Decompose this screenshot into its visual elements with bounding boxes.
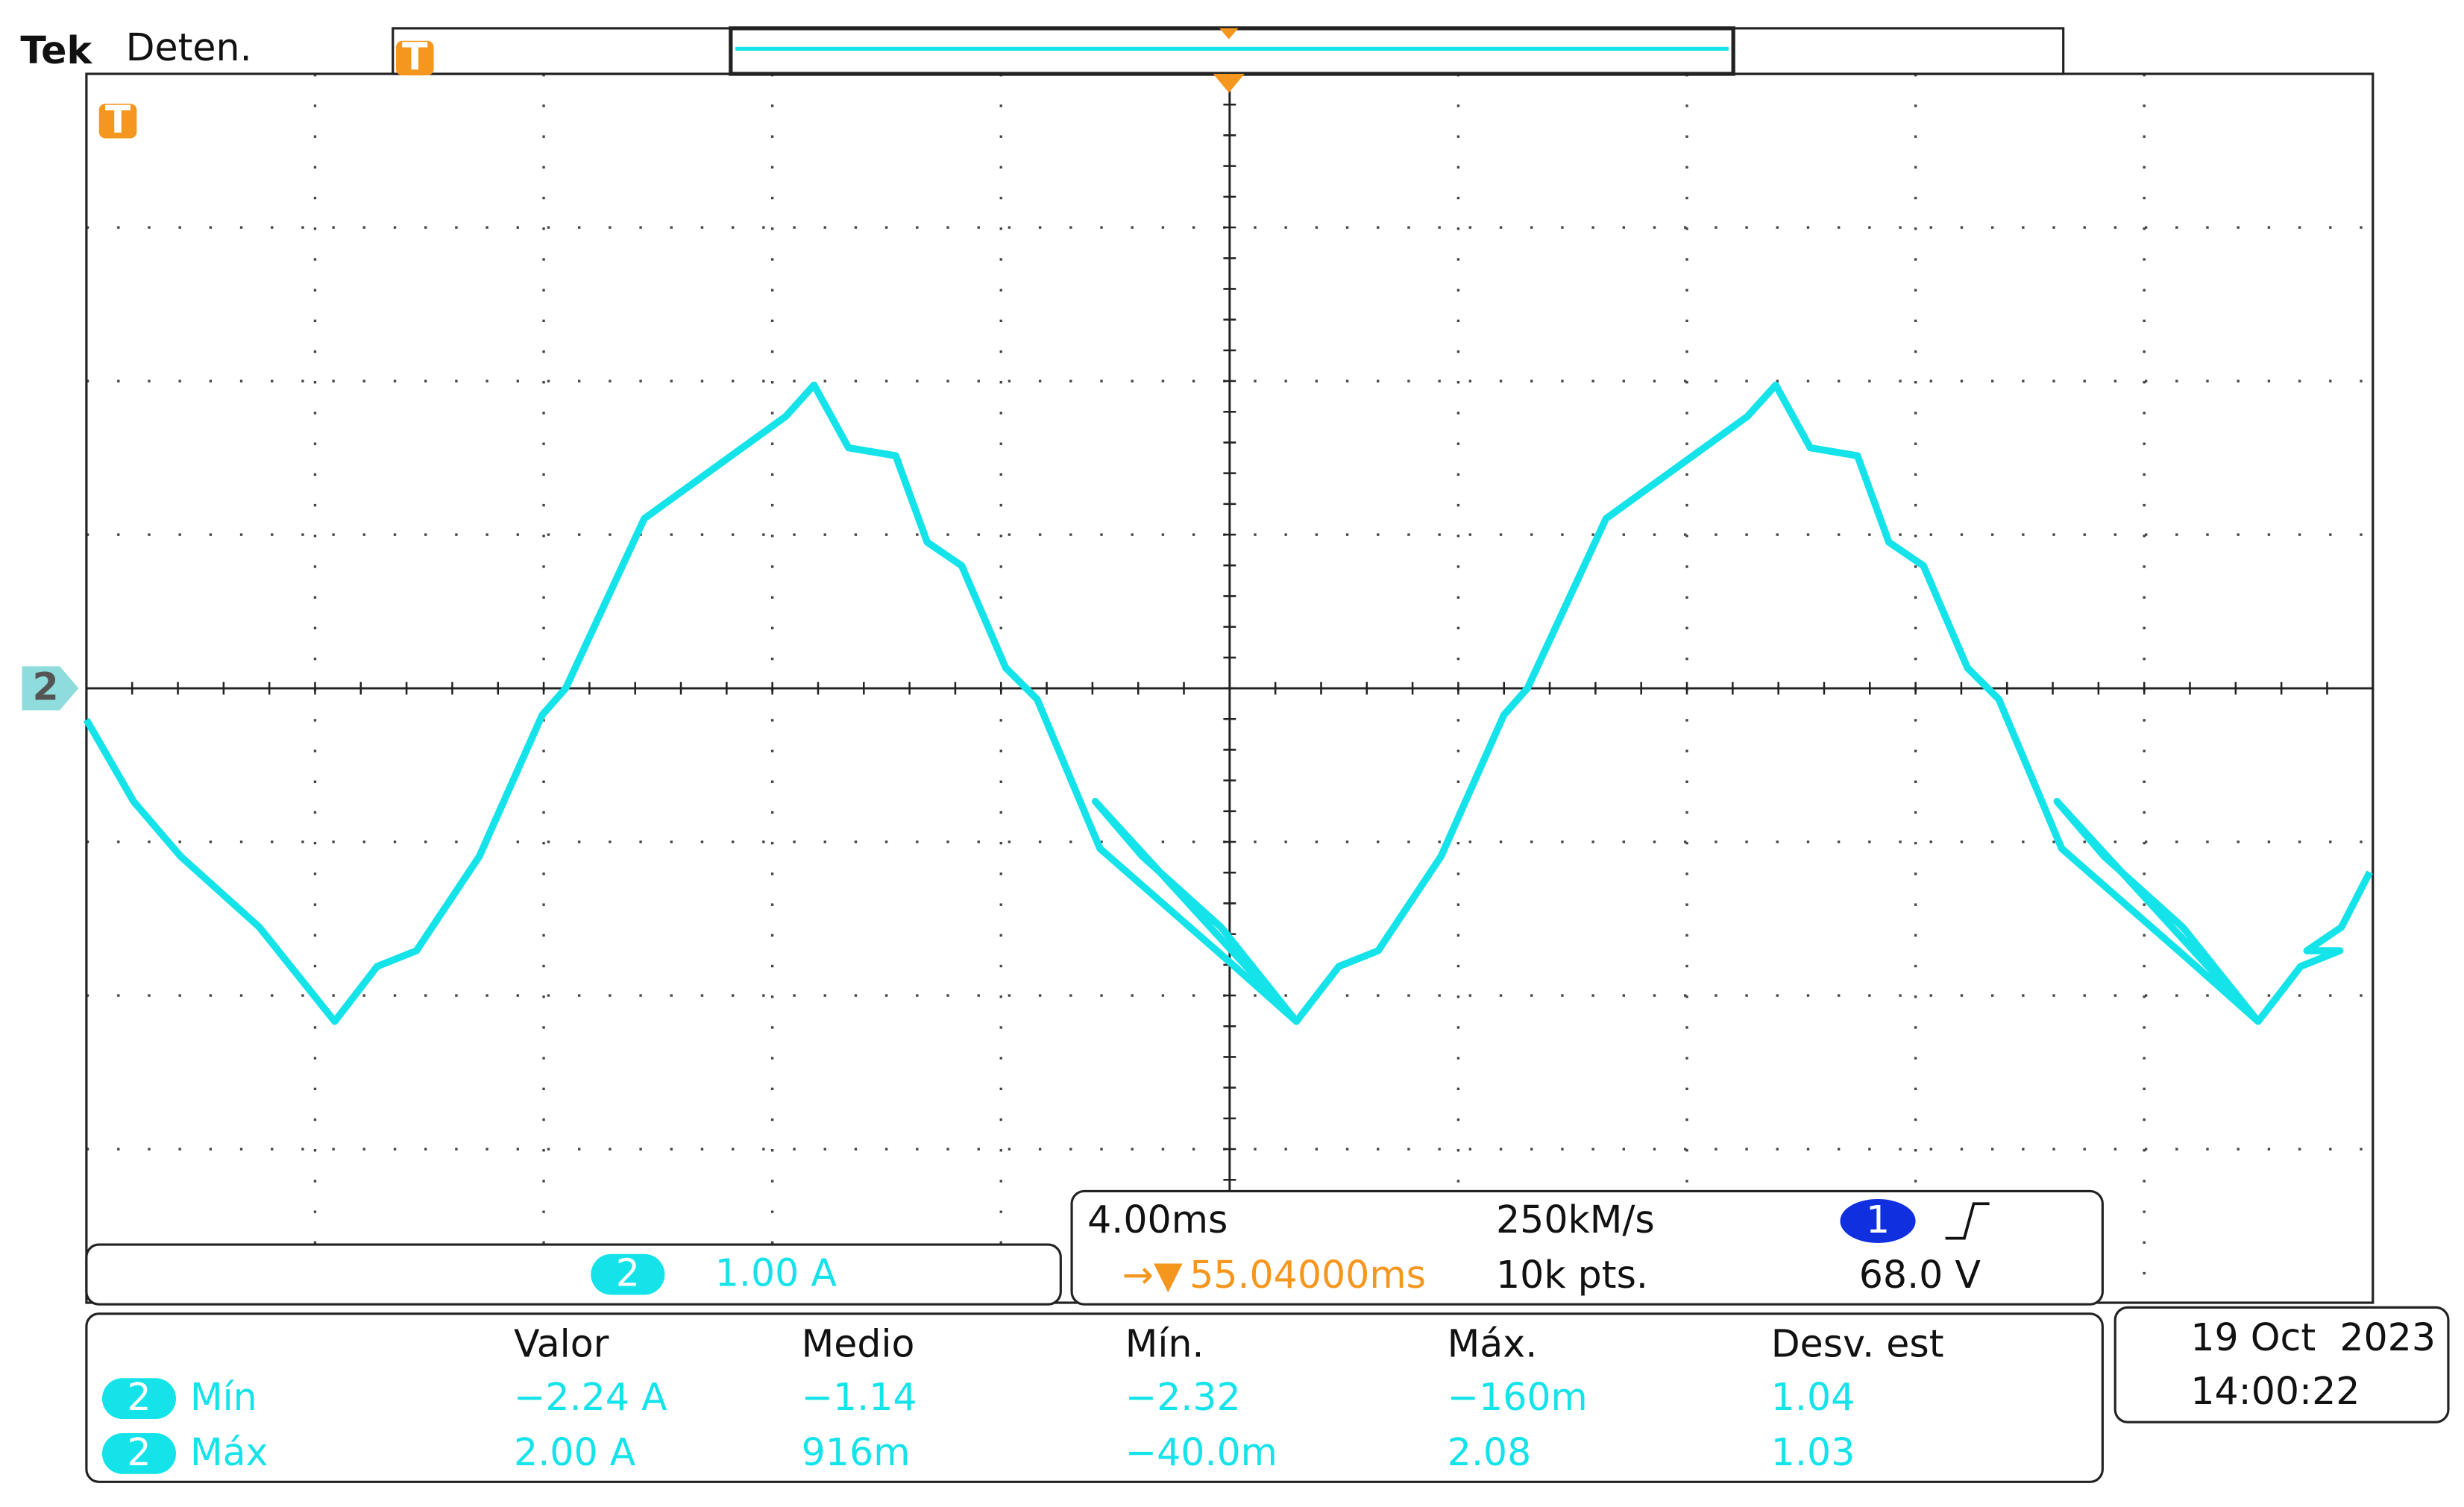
date-box: [2113, 1306, 2450, 1423]
meas-name: Mín: [190, 1375, 257, 1419]
trigger-position: 55.04000ms: [1189, 1253, 1426, 1297]
sample-rate: 250kM/s: [1496, 1198, 1655, 1242]
trigger-channel: 1: [1866, 1198, 1890, 1242]
channel-badge: [101, 1378, 176, 1419]
channel-scale: 1.00 A: [715, 1251, 837, 1295]
meas-header: Desv. est: [1771, 1322, 1944, 1366]
record-trigger: [1219, 28, 1239, 40]
channel-box: [85, 1243, 1062, 1306]
brand: Tek: [20, 28, 92, 72]
trigger-icon: [98, 104, 137, 139]
meas-value: −2.32: [1125, 1375, 1241, 1419]
record-length: 10k pts.: [1496, 1253, 1648, 1297]
record-window: [729, 26, 1735, 76]
meas-value: 1.04: [1771, 1375, 1855, 1419]
trigger-level: 68.0 V: [1859, 1253, 1981, 1297]
meas-header: Mín.: [1125, 1322, 1204, 1366]
waveform-trace: [83, 381, 2373, 1025]
meas-value: −1.14: [802, 1375, 917, 1419]
trigger-icon-label: T: [105, 98, 131, 142]
meas-header: Valor: [514, 1322, 609, 1366]
meas-value: 1.03: [1771, 1430, 1855, 1474]
trigger-icon: [396, 40, 434, 76]
meas-value: −160m: [1448, 1375, 1588, 1419]
date: 19 Oct 2023: [2190, 1315, 2436, 1359]
channel-marker: [22, 666, 79, 711]
trigger-arrow-text: →▼: [1122, 1253, 1183, 1297]
time: 14:00:22: [2190, 1369, 2360, 1413]
channel-marker-label: 2: [33, 665, 59, 709]
trigger-channel-badge: [1840, 1198, 1916, 1243]
meas-value: 2.00 A: [514, 1430, 636, 1474]
trigger-icon-label: T: [402, 35, 428, 79]
channel-badge-label: 2: [127, 1375, 151, 1419]
status: Deten.: [126, 25, 252, 69]
timebase: 4.00ms: [1087, 1198, 1228, 1242]
channel-badge: [591, 1253, 665, 1295]
meas-name: Máx: [190, 1430, 268, 1474]
meas-value: −2.24 A: [514, 1375, 667, 1419]
meas-header: Medio: [802, 1322, 915, 1366]
meas-header: Máx.: [1448, 1322, 1538, 1366]
channel-badge: [101, 1432, 176, 1474]
meas-value: 916m: [802, 1430, 911, 1474]
meas-value: 2.08: [1448, 1430, 1532, 1474]
meas-box: [85, 1312, 2104, 1483]
channel-badge-label: 2: [127, 1430, 151, 1474]
meas-value: −40.0m: [1125, 1430, 1277, 1474]
trigger-slope: [1945, 1202, 1990, 1240]
channel-badge-label: 2: [616, 1251, 640, 1295]
trigger-arrow: [1213, 74, 1245, 93]
